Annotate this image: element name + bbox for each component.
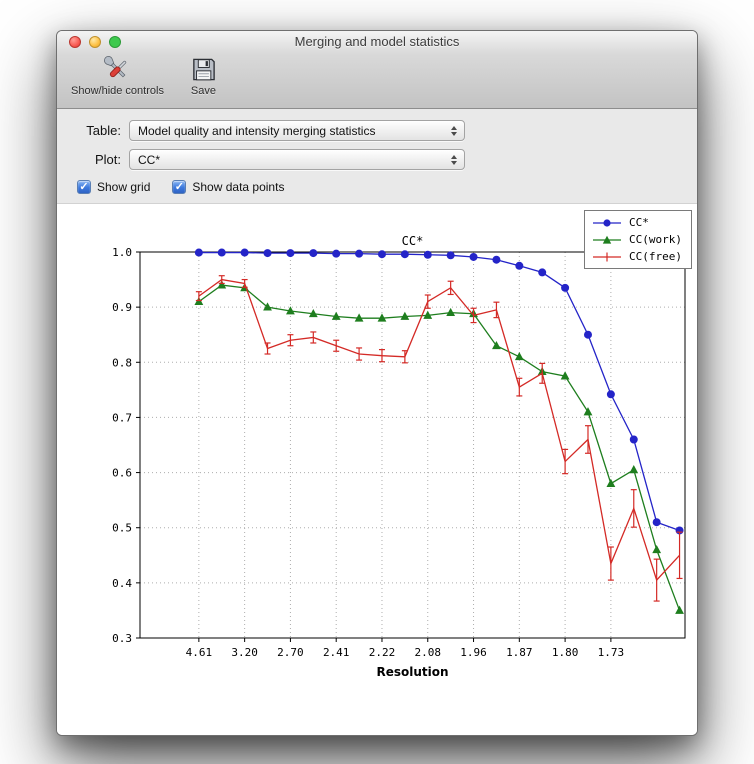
window-title: Merging and model statistics <box>294 34 460 49</box>
svg-text:CC*: CC* <box>402 234 424 248</box>
chevron-up-down-icon <box>451 154 464 165</box>
app-window: Merging and model statistics Show <box>56 30 698 736</box>
close-button[interactable] <box>69 36 81 48</box>
zoom-button[interactable] <box>109 36 121 48</box>
svg-text:1.80: 1.80 <box>552 646 579 659</box>
legend-entry: CC(work) <box>592 233 682 246</box>
save-button[interactable]: Save <box>190 56 217 97</box>
svg-text:0.3: 0.3 <box>112 632 132 645</box>
svg-text:0.9: 0.9 <box>112 301 132 314</box>
svg-text:0.4: 0.4 <box>112 577 132 590</box>
traffic-lights <box>69 36 121 48</box>
chart-figure: 0.3 0.4 0.5 0.6 0.7 0.8 0.9 1.0 4.61 3.20 2.70 2.41… <box>57 204 697 735</box>
chart-legend: CC* CC(work) CC(free) <box>584 210 692 269</box>
svg-text:0.5: 0.5 <box>112 522 132 535</box>
chart-svg: 0.3 0.4 0.5 0.6 0.7 0.8 0.9 1.0 4.61 3.20 2.70 2.41… <box>112 234 686 679</box>
chevron-up-down-icon <box>451 125 464 136</box>
table-select-value: Model quality and intensity merging stat… <box>138 123 376 138</box>
svg-text:2.70: 2.70 <box>277 646 304 659</box>
svg-text:0.7: 0.7 <box>112 411 132 424</box>
tools-icon <box>104 56 127 78</box>
svg-text:0.8: 0.8 <box>112 356 132 369</box>
show-data-points-label: Show data points <box>192 180 285 194</box>
legend-marker-icon <box>593 235 622 244</box>
toolbar-item-label: Save <box>190 85 216 97</box>
legend-entry-label: CC* <box>629 216 649 229</box>
legend-marker-icon <box>593 218 622 227</box>
show-grid-checkbox[interactable]: Show grid <box>77 180 150 194</box>
save-icon <box>193 58 215 81</box>
plot-select[interactable]: CC* <box>129 149 465 170</box>
svg-text:1.87: 1.87 <box>506 646 533 659</box>
show-grid-label: Show grid <box>97 180 151 194</box>
show-hide-controls-button[interactable]: Show/hide controls <box>71 56 164 97</box>
svg-text:4.61: 4.61 <box>186 646 213 659</box>
legend-entry-label: CC(work) <box>629 233 682 246</box>
svg-text:1.0: 1.0 <box>112 246 132 259</box>
plot-label: Plot: <box>94 152 121 167</box>
minimize-button[interactable] <box>89 36 101 48</box>
checkbox-icon[interactable] <box>172 180 187 194</box>
show-data-points-checkbox[interactable]: Show data points <box>172 180 284 194</box>
toolbar-item-label: Show/hide controls <box>71 85 164 97</box>
toolbar: Show/hide controls Save <box>57 53 697 97</box>
svg-text:1.73: 1.73 <box>598 646 625 659</box>
titlebar[interactable]: Merging and model statistics <box>57 31 697 53</box>
svg-text:2.41: 2.41 <box>323 646 350 659</box>
legend-entry: CC(free) <box>592 250 682 263</box>
svg-text:2.22: 2.22 <box>369 646 396 659</box>
svg-text:0.6: 0.6 <box>112 467 132 480</box>
controls-panel: Table: Model quality and intensity mergi… <box>57 109 697 204</box>
table-select[interactable]: Model quality and intensity merging stat… <box>129 120 465 141</box>
svg-text:Resolution: Resolution <box>376 665 448 679</box>
svg-text:1.96: 1.96 <box>460 646 487 659</box>
svg-text:2.08: 2.08 <box>415 646 442 659</box>
legend-marker-icon <box>593 252 622 261</box>
legend-entry-label: CC(free) <box>629 250 682 263</box>
checkbox-icon[interactable] <box>77 180 91 194</box>
window-header: Merging and model statistics Show <box>57 31 697 109</box>
svg-text:3.20: 3.20 <box>231 646 258 659</box>
legend-entry: CC* <box>592 216 682 229</box>
plot-select-value: CC* <box>138 152 161 167</box>
table-label: Table: <box>86 123 121 138</box>
